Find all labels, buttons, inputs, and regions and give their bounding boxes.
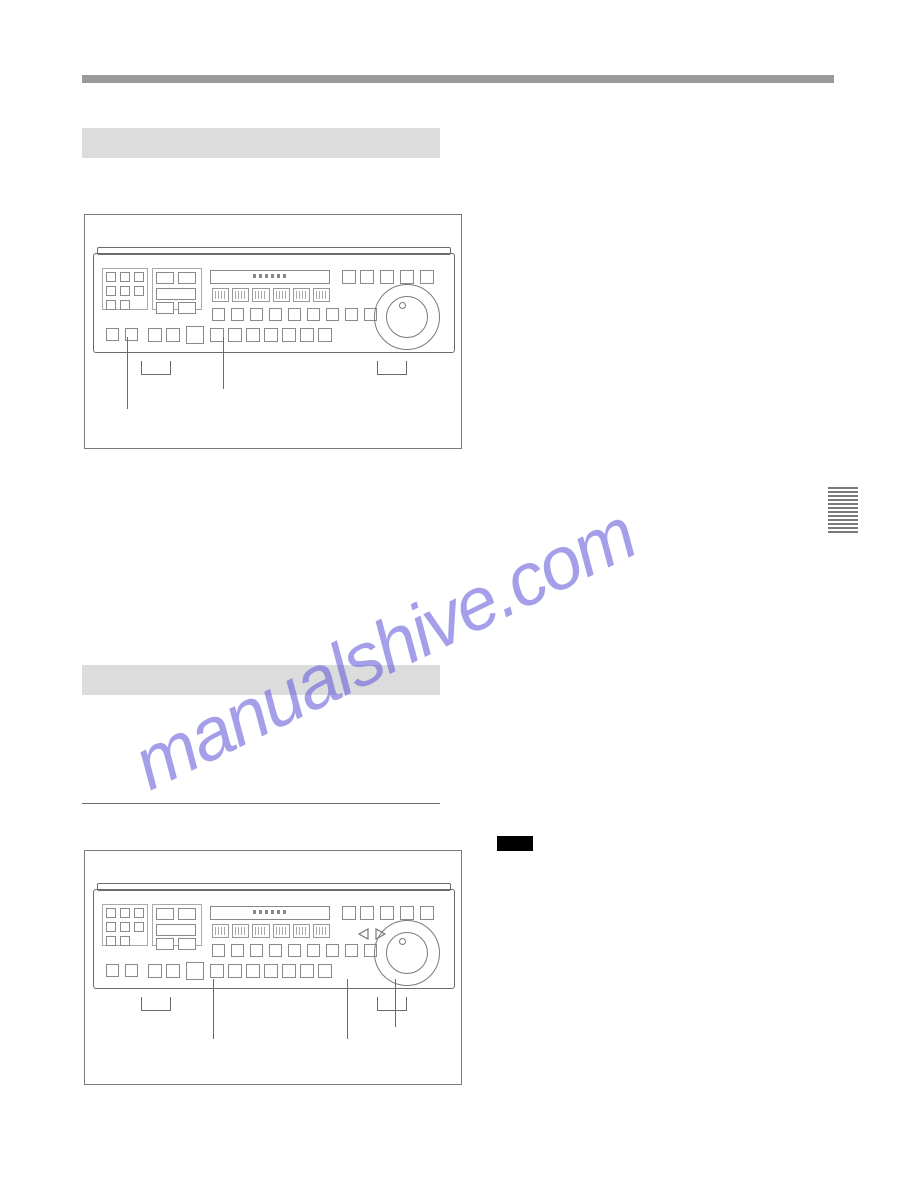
section-heading-bar-2 — [82, 665, 440, 695]
callout-line-2 — [223, 337, 224, 389]
page-top-rule — [82, 75, 834, 83]
vcr-drawing-2 — [93, 883, 455, 999]
figure-device-2 — [84, 850, 462, 1085]
callout-line-b1 — [213, 979, 214, 1039]
subheading-rule — [82, 803, 440, 804]
vcr-drawing — [93, 247, 455, 363]
figure-device-1 — [84, 214, 462, 449]
section-heading-bar-1 — [82, 128, 440, 158]
page-number-bar — [497, 836, 533, 851]
rev-icon — [358, 928, 370, 940]
watermark-text: manualshive.com — [120, 491, 648, 807]
callout-line-1 — [127, 337, 128, 409]
callout-line-b2 — [347, 979, 348, 1039]
callout-line-b3 — [395, 979, 396, 1027]
thumb-index-tab — [828, 487, 858, 535]
